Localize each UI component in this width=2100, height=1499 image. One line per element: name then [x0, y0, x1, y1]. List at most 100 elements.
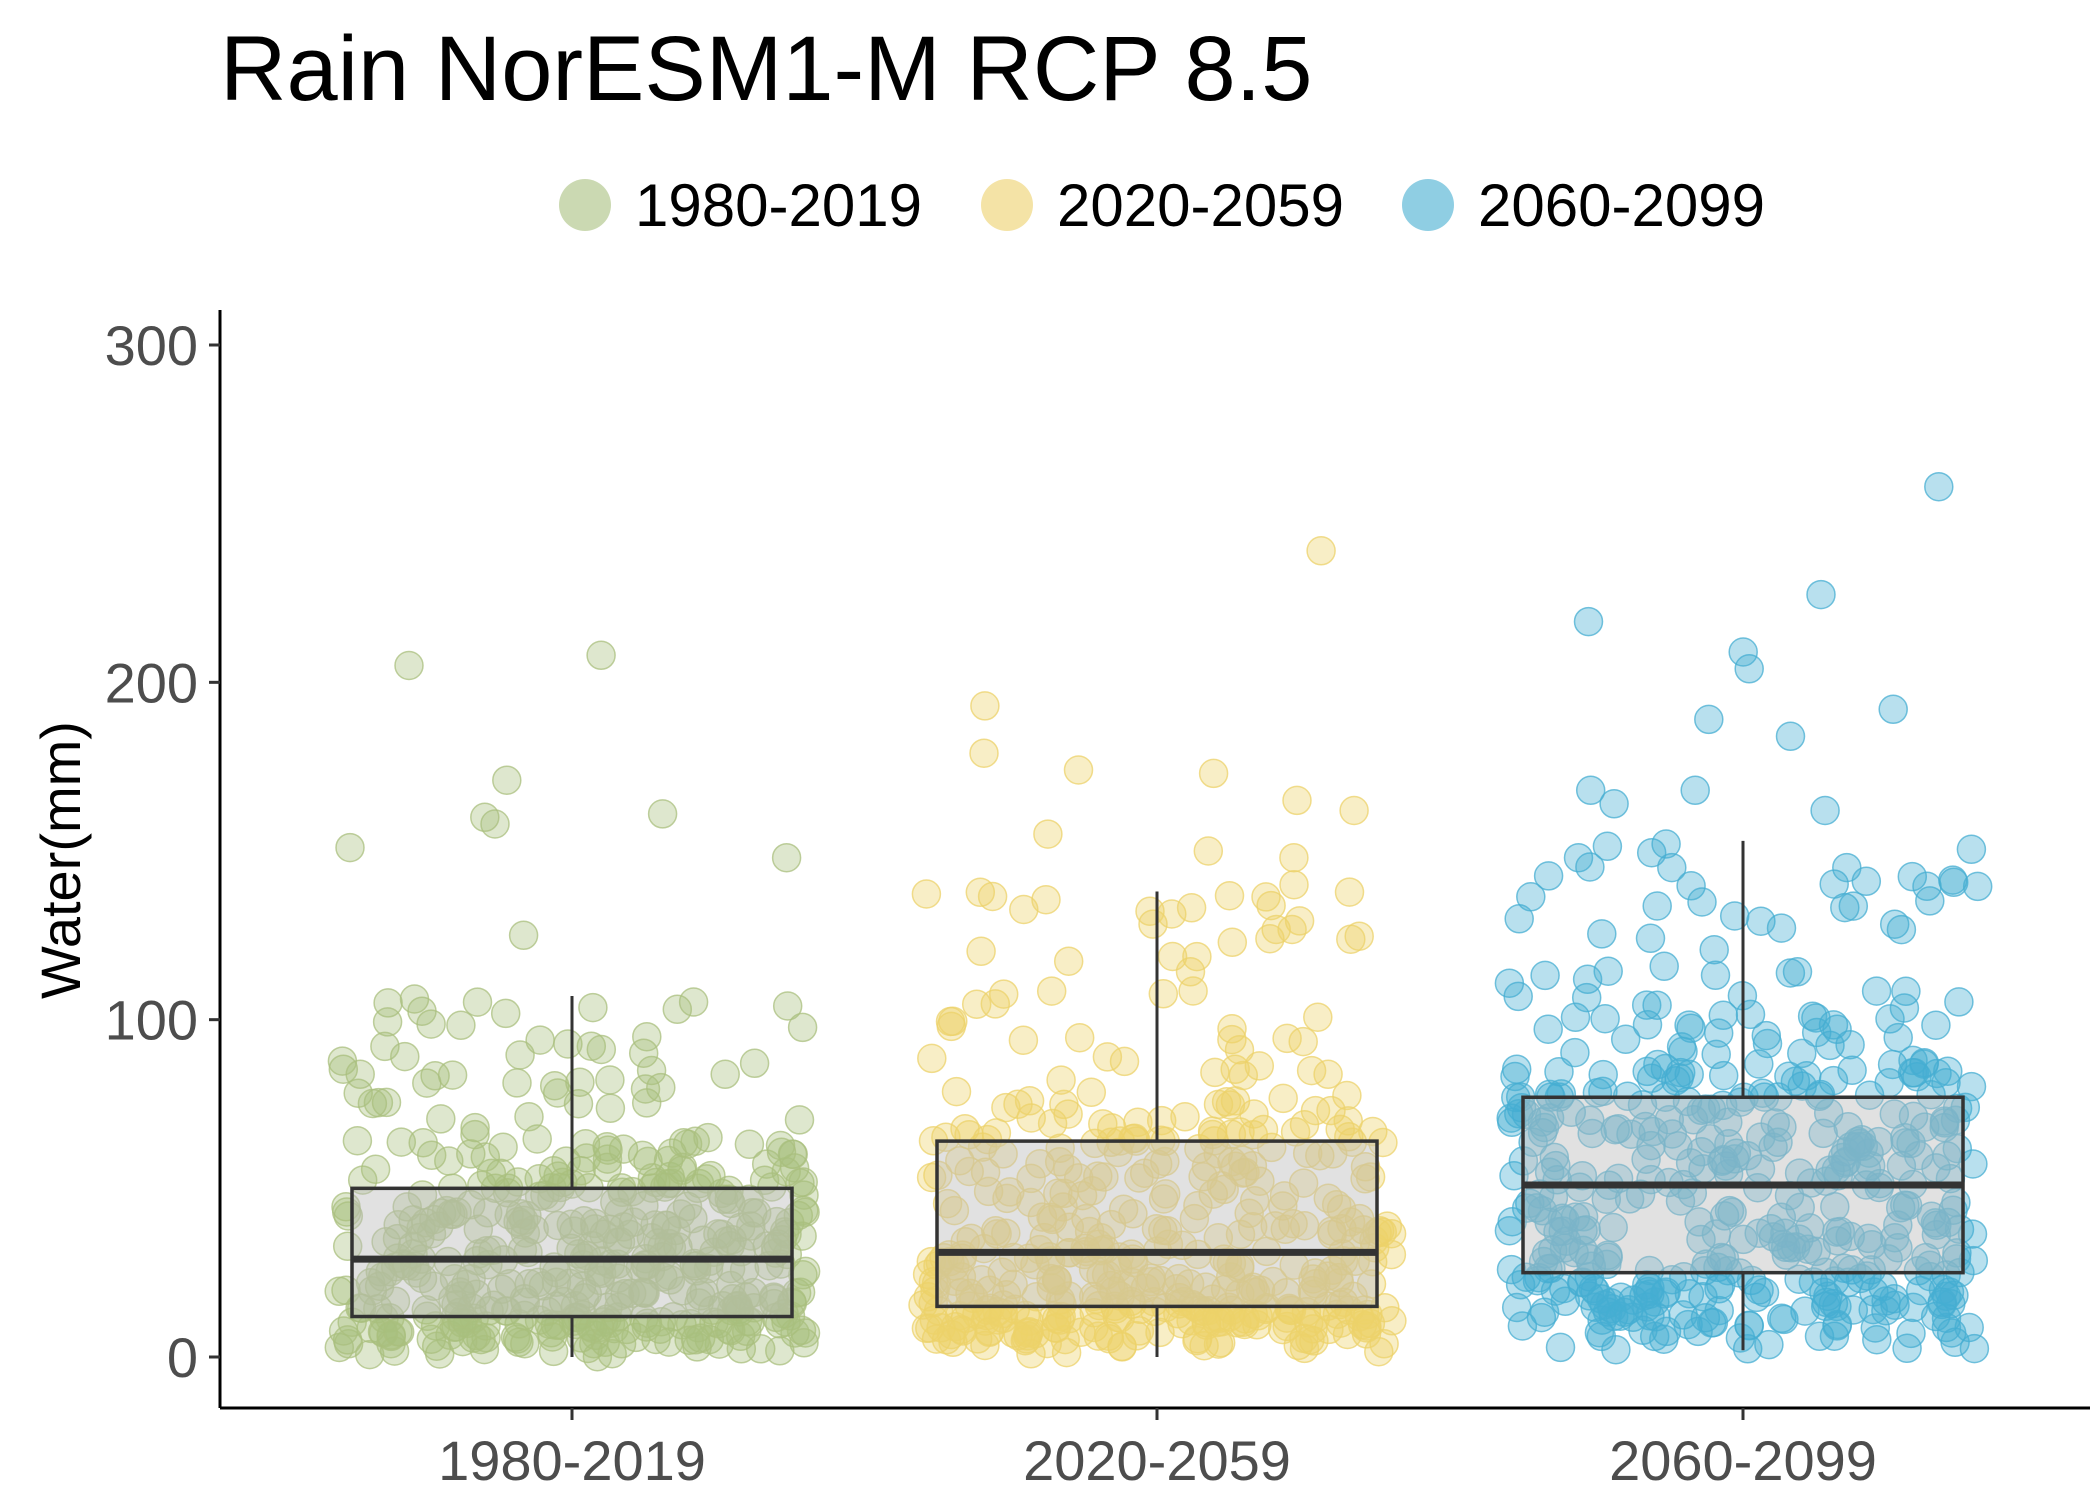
data-point — [1921, 1219, 1952, 1250]
data-point — [1630, 1111, 1661, 1142]
data-point — [982, 1219, 1012, 1249]
data-point — [667, 1155, 697, 1185]
data-point — [1577, 1118, 1607, 1149]
data-point — [1332, 1080, 1362, 1111]
data-point — [1496, 1103, 1526, 1133]
data-point — [1041, 1265, 1072, 1295]
data-point — [1011, 1324, 1042, 1354]
data-point — [912, 1259, 943, 1290]
data-point — [1673, 1309, 1703, 1340]
data-point — [966, 936, 996, 967]
data-point — [470, 1142, 501, 1172]
boxplot-1980-2019 — [350, 996, 794, 1357]
data-point — [1636, 837, 1667, 868]
data-point — [790, 1256, 821, 1287]
data-point — [1118, 1199, 1148, 1229]
data-point — [765, 1336, 795, 1366]
data-point — [1530, 960, 1560, 991]
data-point — [1533, 1014, 1563, 1044]
data-point — [1787, 1038, 1817, 1069]
data-point — [1699, 934, 1729, 965]
data-point — [1687, 887, 1717, 917]
data-point — [460, 1112, 490, 1143]
data-point — [704, 1329, 735, 1359]
data-point — [1598, 1212, 1628, 1243]
data-point — [739, 1048, 770, 1079]
data-point — [1198, 758, 1229, 789]
points-1980-2019 — [324, 640, 821, 1372]
data-point — [1684, 1207, 1714, 1237]
data-point — [1889, 993, 1920, 1023]
data-point — [1883, 1022, 1913, 1053]
data-point — [1109, 1046, 1140, 1077]
data-point — [1790, 1296, 1820, 1326]
data-point — [1289, 1110, 1320, 1140]
data-point — [1326, 1194, 1357, 1224]
data-point — [1534, 1207, 1564, 1238]
data-point — [1920, 1208, 1951, 1238]
data-point — [1376, 1239, 1407, 1270]
data-point — [1298, 1314, 1328, 1344]
data-point — [1499, 1161, 1529, 1191]
data-point — [458, 1323, 489, 1353]
boxplots — [350, 840, 1965, 1357]
data-point — [1255, 923, 1285, 954]
data-point — [1220, 1086, 1251, 1116]
data-point — [345, 1059, 375, 1090]
data-point — [931, 1122, 961, 1152]
data-point — [1369, 1329, 1399, 1359]
y-tick-label: 300 — [105, 314, 198, 377]
data-point — [1269, 1181, 1300, 1211]
data-point — [661, 1215, 691, 1246]
data-point — [1897, 861, 1928, 892]
data-point — [456, 1139, 486, 1169]
data-point — [335, 832, 365, 863]
data-point — [1593, 956, 1623, 986]
data-point — [1516, 882, 1546, 912]
data-point — [1862, 1324, 1892, 1355]
data-point — [954, 1156, 984, 1187]
data-point — [1242, 1310, 1272, 1340]
data-point — [382, 1223, 413, 1254]
data-point — [1145, 1265, 1176, 1296]
data-point — [553, 1029, 583, 1059]
data-point — [1197, 1116, 1228, 1146]
data-point — [1958, 1245, 1989, 1276]
legend-label-2020-2059: 2020-2059 — [1057, 172, 1344, 239]
data-point — [1364, 1336, 1394, 1367]
data-point — [470, 802, 500, 833]
data-point — [1709, 1201, 1740, 1231]
data-point — [1938, 867, 1969, 898]
data-point — [1279, 869, 1309, 900]
data-point — [633, 1146, 663, 1177]
data-point — [1767, 1303, 1797, 1334]
data-point — [444, 1297, 475, 1328]
data-point — [1575, 775, 1606, 806]
y-axis-title: Water(mm) — [29, 721, 92, 999]
data-point — [1224, 1034, 1255, 1065]
data-point — [1053, 946, 1084, 976]
data-point — [492, 1178, 523, 1208]
data-point — [678, 987, 709, 1017]
data-point — [1230, 1157, 1260, 1188]
data-point — [592, 1144, 623, 1174]
data-point — [1008, 1025, 1039, 1055]
data-point — [461, 1279, 492, 1310]
data-point — [1124, 1163, 1154, 1193]
data-point — [1819, 869, 1849, 899]
data-point — [1037, 1204, 1068, 1235]
data-point — [1592, 831, 1623, 862]
data-point — [1588, 1059, 1618, 1090]
data-point — [1962, 871, 1993, 902]
data-point — [502, 1068, 532, 1098]
data-point — [1766, 913, 1797, 943]
data-point — [1706, 1269, 1736, 1300]
data-point — [1573, 606, 1604, 637]
chart-title: Rain NorESM1-M RCP 8.5 — [220, 18, 1312, 120]
data-point — [437, 1060, 468, 1090]
data-point — [1755, 1213, 1786, 1244]
data-point — [1334, 877, 1365, 907]
data-point — [1641, 1302, 1671, 1332]
data-point — [1861, 976, 1892, 1006]
